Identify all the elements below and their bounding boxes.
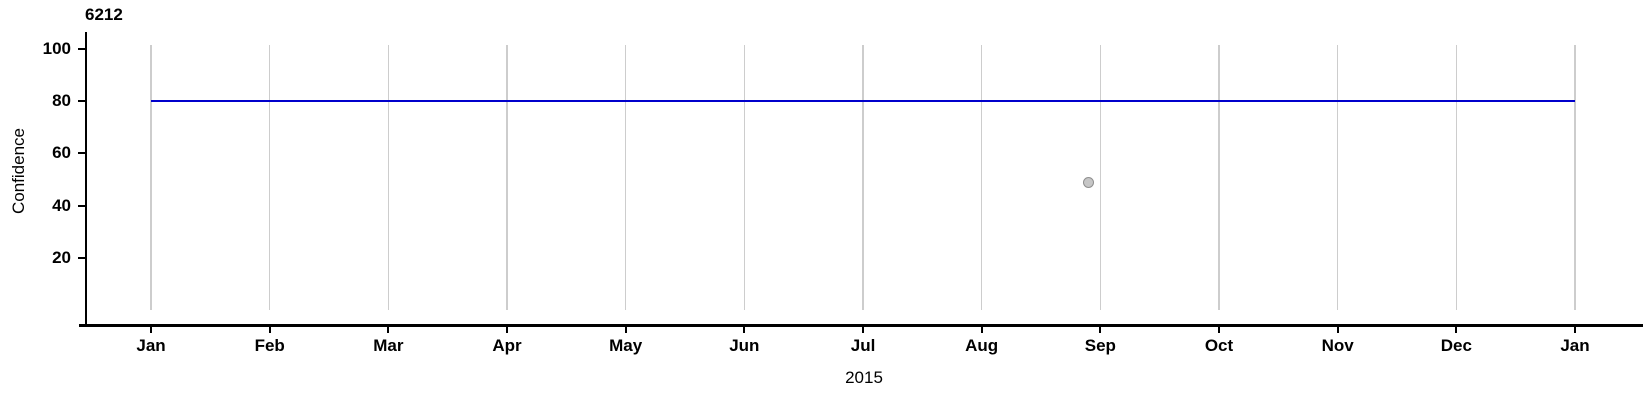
y-tick-label: 20 (52, 247, 71, 267)
x-tick (743, 326, 746, 333)
month-gridline (743, 45, 746, 310)
month-gridline (1574, 45, 1576, 310)
month-gridline (1455, 45, 1458, 310)
x-tick (506, 326, 509, 333)
x-tick (624, 326, 627, 333)
month-gridline (1336, 45, 1339, 310)
x-tick (1455, 326, 1458, 333)
y-axis-line (85, 32, 87, 326)
x-tick-label: Dec (1440, 336, 1472, 355)
x-tick (980, 326, 983, 333)
x-tick (1099, 326, 1102, 333)
x-tick (1218, 326, 1220, 333)
x-tick-label: Jul (850, 336, 876, 355)
x-tick-label: Aug (965, 336, 999, 355)
y-tick-label: 60 (52, 143, 71, 163)
x-tick-label: Jun (729, 336, 760, 355)
month-gridline (980, 45, 983, 310)
plot-panel (86, 32, 1643, 324)
x-tick (1574, 326, 1576, 333)
month-gridline (268, 45, 271, 310)
x-tick (150, 326, 153, 333)
month-gridline (624, 45, 627, 310)
month-gridline (1218, 45, 1220, 310)
y-tick-label: 100 (42, 39, 71, 59)
x-tick-label: Oct (1204, 336, 1234, 355)
month-gridline (862, 45, 864, 310)
month-gridline (1099, 45, 1102, 310)
x-tick (387, 326, 390, 333)
confidence-threshold-line (151, 100, 1575, 103)
x-tick-label: Nov (1321, 336, 1354, 355)
x-tick-label: May (609, 336, 643, 355)
y-tick (78, 48, 85, 51)
x-tick (862, 326, 865, 333)
month-gridline (150, 45, 152, 310)
x-tick-label: Sep (1084, 336, 1116, 355)
x-axis-year-label: 2015 (845, 368, 883, 387)
x-tick (268, 326, 271, 333)
y-tick (78, 100, 85, 103)
y-tick (78, 152, 85, 155)
observation-point (1082, 176, 1094, 188)
chart-title: 6212 (85, 5, 123, 24)
x-axis-line (79, 324, 1643, 327)
x-tick-label: Jan (1560, 336, 1590, 355)
y-tick (78, 256, 85, 259)
x-tick (1336, 326, 1339, 333)
x-tick-label: Mar (373, 336, 404, 355)
month-gridline (387, 45, 390, 310)
x-tick-label: Jan (136, 336, 166, 355)
y-tick-label: 40 (52, 195, 71, 215)
x-tick-label: Feb (254, 336, 285, 355)
x-tick-label: Apr (492, 336, 522, 355)
y-tick-label: 80 (52, 91, 71, 111)
month-gridline (506, 45, 508, 310)
y-tick (78, 204, 85, 207)
